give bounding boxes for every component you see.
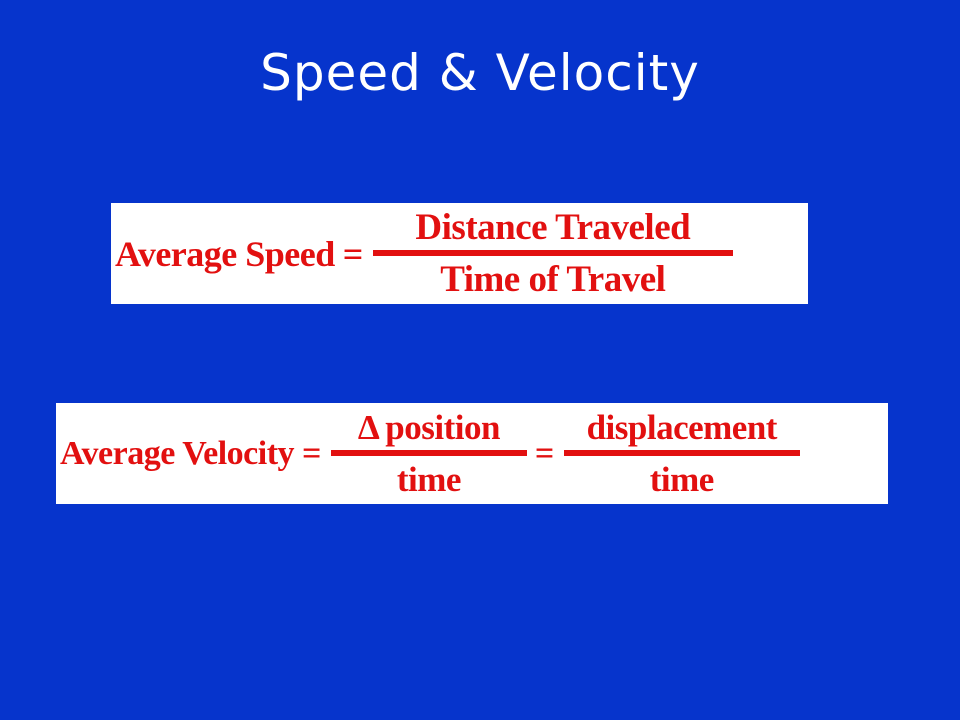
fraction-bar [372, 249, 733, 256]
delta-symbol: Δ [357, 407, 380, 447]
velocity-denominator-1: time [396, 459, 462, 499]
equals-sign: = [342, 233, 364, 274]
velocity-fraction-displacement: displacement time [563, 407, 800, 500]
position-label: position [385, 407, 500, 447]
average-velocity-label: Average Velocity [60, 434, 295, 472]
equals-sign-2: = [534, 434, 554, 472]
equals-sign-1: = [302, 434, 321, 472]
fraction-bar-2 [563, 449, 800, 456]
speed-denominator: Time of Travel [440, 258, 666, 300]
velocity-denominator-2: time [649, 459, 715, 499]
speed-fraction: Distance Traveled Time of Travel [372, 206, 733, 300]
slide-title: Speed & Velocity [260, 44, 700, 102]
velocity-numerator-displacement: displacement [586, 407, 778, 447]
average-speed-formula: Average Speed = Distance Traveled Time o… [111, 203, 808, 304]
speed-numerator: Distance Traveled [415, 206, 691, 248]
fraction-bar-1 [330, 449, 527, 456]
average-speed-label: Average Speed [115, 233, 335, 274]
